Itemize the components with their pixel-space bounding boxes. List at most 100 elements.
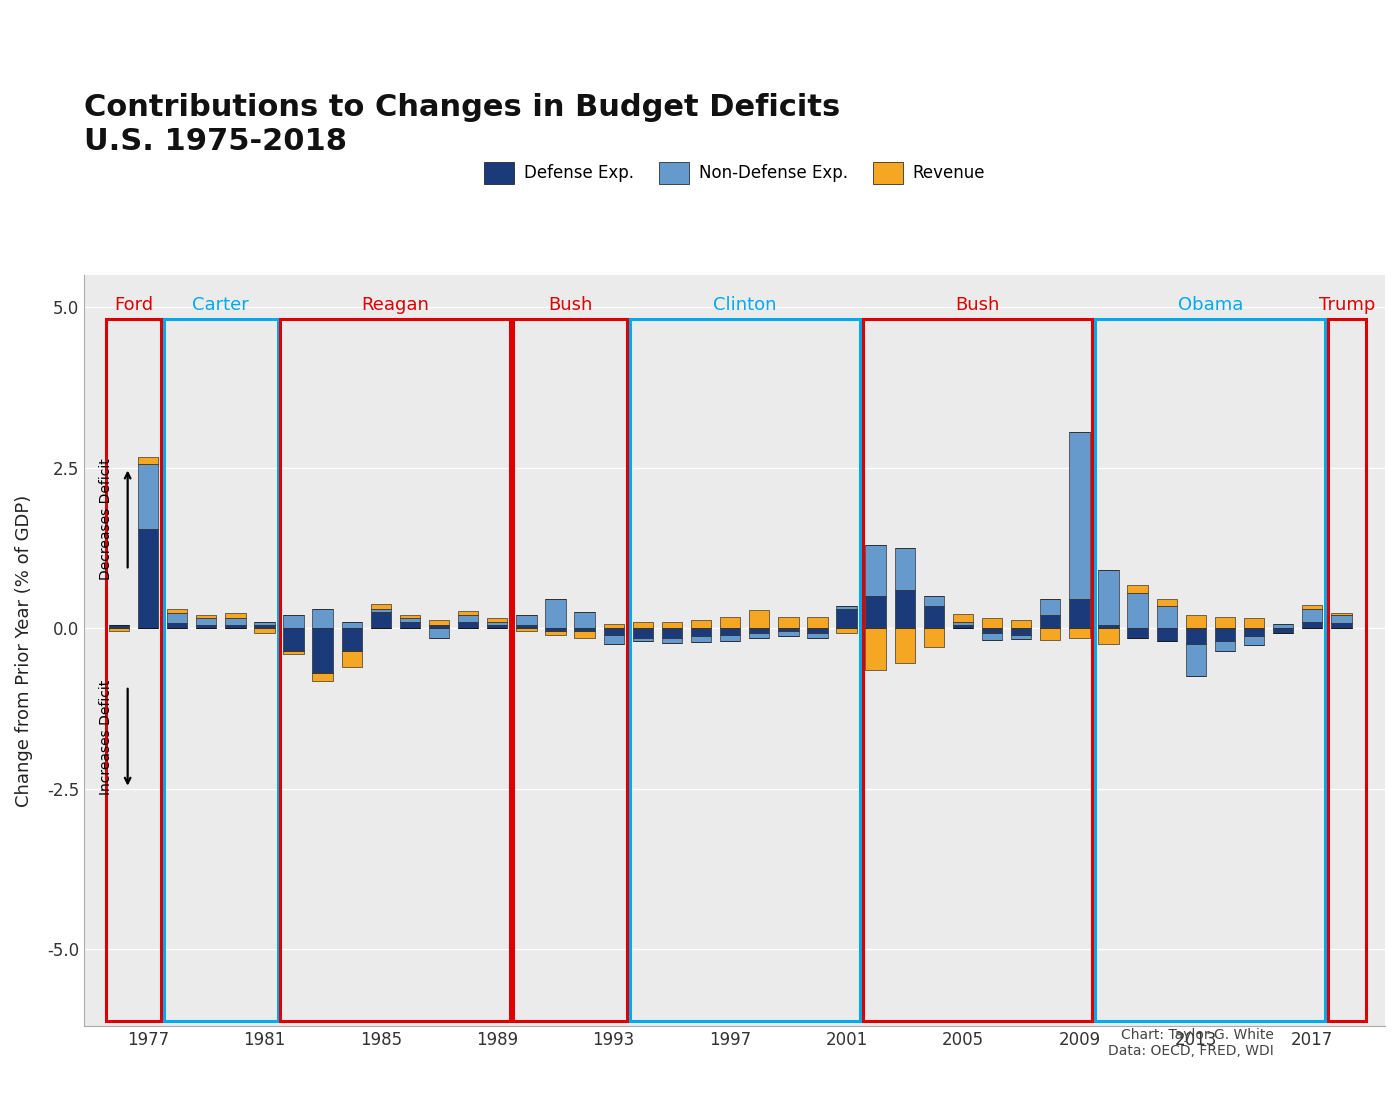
Bar <box>603 624 624 628</box>
Bar <box>371 605 391 609</box>
Bar <box>1156 606 1177 628</box>
Bar <box>690 636 711 642</box>
Text: Reagan: Reagan <box>361 296 430 314</box>
Bar <box>1329 319 1366 1021</box>
Bar <box>1215 641 1235 651</box>
Bar <box>1011 635 1032 640</box>
Bar <box>137 465 158 529</box>
Bar <box>167 609 188 614</box>
Bar <box>312 628 333 673</box>
Bar <box>283 615 304 628</box>
Bar <box>981 618 1002 628</box>
Y-axis label: Change from Prior Year (% of GDP): Change from Prior Year (% of GDP) <box>15 494 34 806</box>
Text: Increases Deficit: Increases Deficit <box>99 680 113 795</box>
Bar <box>546 599 566 628</box>
Bar <box>517 615 536 625</box>
Bar <box>1331 614 1351 615</box>
Bar <box>225 625 245 628</box>
Bar <box>924 596 944 606</box>
Bar <box>546 632 566 635</box>
Bar <box>720 635 741 641</box>
Bar <box>953 614 973 622</box>
Bar <box>662 637 682 643</box>
Bar <box>1302 622 1323 628</box>
Bar <box>1127 585 1148 592</box>
Bar <box>1331 615 1351 623</box>
Bar <box>808 616 827 628</box>
Bar <box>428 628 449 637</box>
Bar <box>953 622 973 625</box>
Bar <box>196 615 217 618</box>
Bar <box>953 625 973 628</box>
Bar <box>924 606 944 628</box>
Text: Bush: Bush <box>547 296 592 314</box>
Bar <box>778 616 798 628</box>
Bar <box>255 628 274 633</box>
Bar <box>895 548 916 589</box>
Bar <box>808 633 827 637</box>
Bar <box>862 319 1092 1021</box>
Text: Chart: Taylor G. White
Data: OECD, FRED, WDI: Chart: Taylor G. White Data: OECD, FRED,… <box>1109 1028 1274 1058</box>
Bar <box>603 635 624 644</box>
Bar <box>1273 628 1294 633</box>
Bar <box>458 622 479 628</box>
Bar <box>1302 605 1323 609</box>
Bar <box>109 628 129 632</box>
Bar <box>895 589 916 628</box>
Bar <box>924 628 944 647</box>
Bar <box>603 628 624 635</box>
Bar <box>1302 609 1323 622</box>
Bar <box>167 623 188 628</box>
Bar <box>342 651 363 666</box>
Bar <box>633 622 652 628</box>
Bar <box>1186 615 1205 628</box>
Bar <box>517 625 536 628</box>
Bar <box>749 633 770 637</box>
Bar <box>630 319 860 1021</box>
Bar <box>312 673 333 681</box>
Bar <box>283 628 304 651</box>
Bar <box>1273 624 1294 628</box>
Legend: Defense Exp., Non-Defense Exp., Revenue: Defense Exp., Non-Defense Exp., Revenue <box>477 156 993 190</box>
Bar <box>1070 599 1089 628</box>
Bar <box>1127 592 1148 628</box>
Bar <box>690 628 711 636</box>
Bar <box>1099 628 1119 644</box>
Bar <box>371 612 391 628</box>
Bar <box>633 628 652 637</box>
Bar <box>1099 625 1119 628</box>
Bar <box>836 609 857 628</box>
Bar <box>633 637 652 641</box>
Bar <box>778 628 798 632</box>
Bar <box>164 319 277 1021</box>
Bar <box>836 628 857 633</box>
Bar <box>981 633 1002 640</box>
Bar <box>865 596 886 628</box>
Text: Obama: Obama <box>1177 296 1243 314</box>
Bar <box>1215 628 1235 641</box>
Bar <box>255 622 274 625</box>
Bar <box>574 628 595 632</box>
Bar <box>662 628 682 637</box>
Bar <box>1156 599 1177 606</box>
Bar <box>1243 618 1264 628</box>
Bar <box>1243 628 1264 636</box>
Bar <box>1040 599 1060 615</box>
Bar <box>574 632 595 637</box>
Bar <box>1070 628 1089 637</box>
Bar <box>487 622 507 625</box>
Bar <box>895 628 916 663</box>
Bar <box>371 609 391 612</box>
Bar <box>487 625 507 628</box>
Text: Ford: Ford <box>113 296 153 314</box>
Bar <box>255 625 274 628</box>
Bar <box>283 651 304 654</box>
Bar <box>342 622 363 628</box>
Bar <box>400 615 420 618</box>
Bar <box>1215 616 1235 628</box>
Bar <box>1156 628 1177 641</box>
Bar <box>865 628 886 670</box>
Bar <box>428 620 449 625</box>
Text: Clinton: Clinton <box>713 296 777 314</box>
Bar <box>1070 432 1089 599</box>
